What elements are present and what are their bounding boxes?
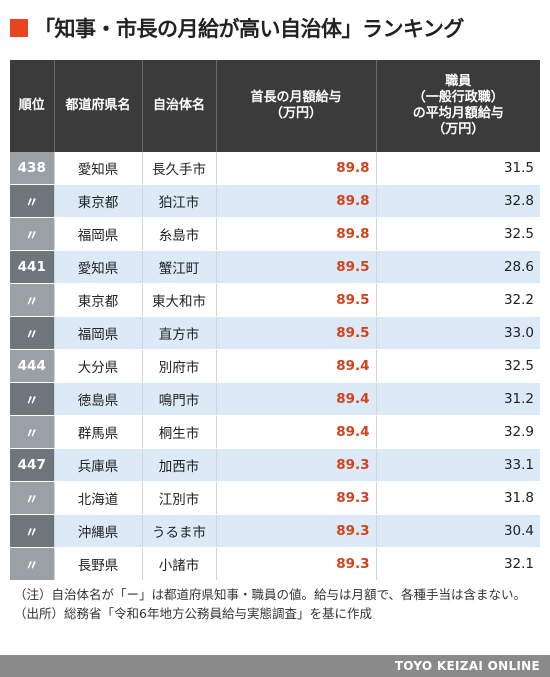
head-salary-cell: 89.3 xyxy=(216,481,377,515)
municipality-cell: 糸島市 xyxy=(142,217,217,251)
table-row: 〃沖縄県 うるま市 89.3 30.4 xyxy=(10,514,540,548)
rank-cell: 〃 xyxy=(10,382,55,416)
municipality-cell: 鳴門市 xyxy=(142,382,217,416)
head-salary-cell: 89.5 xyxy=(216,316,377,350)
rank-cell: 441 xyxy=(10,250,55,284)
table-row: 〃北海道 江別市 89.3 31.8 xyxy=(10,481,540,515)
table-row: 441 愛知県 蟹江町 89.5 28.6 xyxy=(10,250,540,284)
rank-cell: 〃 xyxy=(10,415,55,449)
municipality-cell: 江別市 xyxy=(142,481,217,515)
staff-salary-cell: 31.8 xyxy=(376,481,540,515)
note-text: （注）自治体名が「ー」は都道府県知事・職員の値。給与は月額で、各種手当は含まない… xyxy=(14,587,527,602)
municipality-cell: 狛江市 xyxy=(142,184,217,218)
head-salary-cell: 89.3 xyxy=(216,547,377,581)
table-row: 438 愛知県 長久手市 89.8 31.5 xyxy=(10,152,540,185)
staff-salary-cell: 31.5 xyxy=(376,152,540,185)
table-row: 〃福岡県 糸島市 89.8 32.5 xyxy=(10,217,540,251)
table-row: 〃福岡県 直方市 89.5 33.0 xyxy=(10,316,540,350)
head-salary-cell: 89.8 xyxy=(216,184,377,218)
head-salary-cell: 89.5 xyxy=(216,250,377,284)
table-row: 〃東京都 狛江市 89.8 32.8 xyxy=(10,184,540,218)
rank-cell: 〃 xyxy=(10,184,55,218)
prefecture-cell: 徳島県 xyxy=(54,382,143,416)
rank-cell: 〃 xyxy=(10,514,55,548)
prefecture-cell: 長野県 xyxy=(54,547,143,581)
prefecture-cell: 東京都 xyxy=(54,184,143,218)
prefecture-cell: 兵庫県 xyxy=(54,448,143,482)
staff-salary-cell: 28.6 xyxy=(376,250,540,284)
municipality-cell: 加西市 xyxy=(142,448,217,482)
rank-cell: 〃 xyxy=(10,547,55,581)
prefecture-cell: 愛知県 xyxy=(54,250,143,284)
staff-salary-cell: 32.9 xyxy=(376,415,540,449)
staff-salary-cell: 33.0 xyxy=(376,316,540,350)
rank-cell: 〃 xyxy=(10,481,55,515)
municipality-cell: 別府市 xyxy=(142,349,217,383)
prefecture-cell: 沖縄県 xyxy=(54,514,143,548)
table-row: 444 大分県 別府市 89.4 32.5 xyxy=(10,349,540,383)
prefecture-cell: 福岡県 xyxy=(54,316,143,350)
title-bar: 「知事・市長の月給が高い自治体」ランキング xyxy=(10,14,464,42)
staff-salary-cell: 31.2 xyxy=(376,382,540,416)
staff-salary-cell: 32.5 xyxy=(376,349,540,383)
table-body: 438 愛知県 長久手市 89.8 31.5 〃東京都 狛江市 89.8 32.8 〃福岡県 糸島市… xyxy=(10,152,540,581)
rank-cell: 444 xyxy=(10,349,55,383)
header-staff-salary: 職員 （一般行政職） の平均月額給与 （万円） xyxy=(376,60,540,152)
table-row: 〃徳島県 鳴門市 89.4 31.2 xyxy=(10,382,540,416)
header-staff-salary-line: 職員 xyxy=(445,74,472,89)
header-head-salary: 首長の月額給与 （万円） xyxy=(216,60,377,152)
prefecture-cell: 福岡県 xyxy=(54,217,143,251)
staff-salary-cell: 33.1 xyxy=(376,448,540,482)
prefecture-cell: 大分県 xyxy=(54,349,143,383)
table-row: 〃群馬県 桐生市 89.4 32.9 xyxy=(10,415,540,449)
municipality-cell: 桐生市 xyxy=(142,415,217,449)
ranking-table: 順位 都道府県名 自治体名 首長の月額給与 （万円） 職員 （一般行政職） の平… xyxy=(10,60,540,581)
prefecture-cell: 愛知県 xyxy=(54,152,143,185)
head-salary-cell: 89.5 xyxy=(216,283,377,317)
municipality-cell: 蟹江町 xyxy=(142,250,217,284)
head-salary-cell: 89.8 xyxy=(216,217,377,251)
municipality-cell: 長久手市 xyxy=(142,152,217,185)
staff-salary-cell: 32.5 xyxy=(376,217,540,251)
header-rank: 順位 xyxy=(10,60,55,152)
header-prefecture: 都道府県名 xyxy=(54,60,143,152)
head-salary-cell: 89.8 xyxy=(216,152,377,185)
head-salary-cell: 89.4 xyxy=(216,415,377,449)
header-head-salary-line: 首長の月額給与 xyxy=(250,90,342,105)
head-salary-cell: 89.4 xyxy=(216,349,377,383)
municipality-cell: 直方市 xyxy=(142,316,217,350)
table-row: 〃東京都 東大和市 89.5 32.2 xyxy=(10,283,540,317)
title-marker xyxy=(10,19,28,37)
rank-cell: 438 xyxy=(10,152,55,185)
header-staff-salary-unit: （万円） xyxy=(432,122,485,137)
rank-cell: 〃 xyxy=(10,217,55,251)
municipality-cell: 小諸市 xyxy=(142,547,217,581)
staff-salary-cell: 32.1 xyxy=(376,547,540,581)
table-row: 447 兵庫県 加西市 89.3 33.1 xyxy=(10,448,540,482)
rank-cell: 〃 xyxy=(10,283,55,317)
head-salary-cell: 89.3 xyxy=(216,448,377,482)
prefecture-cell: 北海道 xyxy=(54,481,143,515)
header-municipality: 自治体名 xyxy=(142,60,217,152)
staff-salary-cell: 32.2 xyxy=(376,283,540,317)
table-row: 〃長野県 小諸市 89.3 32.1 xyxy=(10,547,540,581)
notes: （注）自治体名が「ー」は都道府県知事・職員の値。給与は月額で、各種手当は含まない… xyxy=(14,585,539,623)
header-staff-salary-line: （一般行政職） xyxy=(412,90,504,105)
rank-cell: 447 xyxy=(10,448,55,482)
prefecture-cell: 東京都 xyxy=(54,283,143,317)
header-head-salary-unit: （万円） xyxy=(269,106,322,121)
footer-brand: TOYO KEIZAI ONLINE xyxy=(0,655,550,677)
prefecture-cell: 群馬県 xyxy=(54,415,143,449)
staff-salary-cell: 32.8 xyxy=(376,184,540,218)
head-salary-cell: 89.4 xyxy=(216,382,377,416)
rank-cell: 〃 xyxy=(10,316,55,350)
header-staff-salary-line: の平均月額給与 xyxy=(412,106,504,121)
head-salary-cell: 89.3 xyxy=(216,514,377,548)
table-header-row: 順位 都道府県名 自治体名 首長の月額給与 （万円） 職員 （一般行政職） の平… xyxy=(10,60,540,152)
staff-salary-cell: 30.4 xyxy=(376,514,540,548)
page-title: 「知事・市長の月給が高い自治体」ランキング xyxy=(34,17,464,41)
municipality-cell: 東大和市 xyxy=(142,283,217,317)
municipality-cell: うるま市 xyxy=(142,514,217,548)
source-text: （出所）総務省「令和6年地方公務員給与実態調査」を基に作成 xyxy=(14,606,372,621)
